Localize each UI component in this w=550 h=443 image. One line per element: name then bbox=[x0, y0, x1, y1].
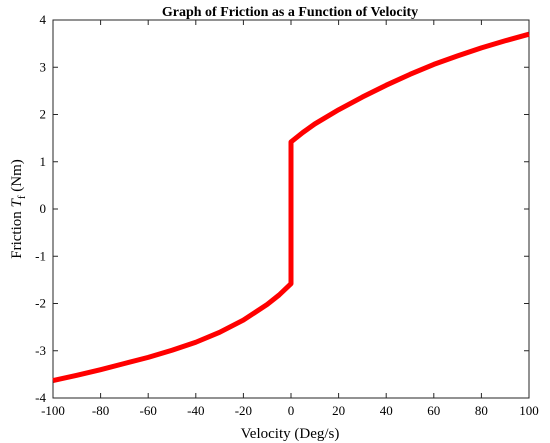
y-tick-label: 0 bbox=[40, 201, 47, 216]
y-axis-label-symbol: T bbox=[9, 198, 25, 208]
y-tick-label: 1 bbox=[40, 154, 47, 169]
y-tick-label: -1 bbox=[35, 248, 46, 263]
chart-title: Graph of Friction as a Function of Veloc… bbox=[162, 5, 418, 20]
y-tick-label: 2 bbox=[40, 107, 47, 122]
y-tick-label: -4 bbox=[35, 390, 46, 405]
x-tick-label: 80 bbox=[475, 403, 488, 418]
x-tick-label: 60 bbox=[427, 403, 440, 418]
friction-series-line bbox=[52, 31, 530, 383]
y-tick-label: -3 bbox=[35, 343, 46, 358]
y-axis-label-unit: (Nm) bbox=[9, 159, 25, 195]
x-tick-label: -60 bbox=[140, 403, 157, 418]
y-tick-label: -2 bbox=[35, 296, 46, 311]
x-tick-label: -100 bbox=[41, 403, 65, 418]
y-axis-label-subscript: f bbox=[16, 195, 28, 199]
x-tick-label: 0 bbox=[288, 403, 295, 418]
x-tick-label: -40 bbox=[187, 403, 204, 418]
x-tick-label: 100 bbox=[519, 403, 539, 418]
x-tick-label: 40 bbox=[380, 403, 393, 418]
y-tick-label: 4 bbox=[40, 12, 47, 27]
y-tick-label: 3 bbox=[40, 59, 47, 74]
x-tick-label: 20 bbox=[332, 403, 345, 418]
tick-group: -100 -80 -60 -40 -20 0 20 40 60 80 100 -4 -3 -2 -1 0 1 2 3… bbox=[35, 12, 539, 418]
x-tick-label: -20 bbox=[235, 403, 252, 418]
series-group bbox=[52, 31, 530, 383]
y-axis-label: Friction Tf (Nm) bbox=[9, 159, 28, 259]
x-tick-label: -80 bbox=[92, 403, 109, 418]
x-axis-label: Velocity (Deg/s) bbox=[241, 426, 340, 442]
y-axis-label-prefix: Friction bbox=[9, 208, 25, 259]
